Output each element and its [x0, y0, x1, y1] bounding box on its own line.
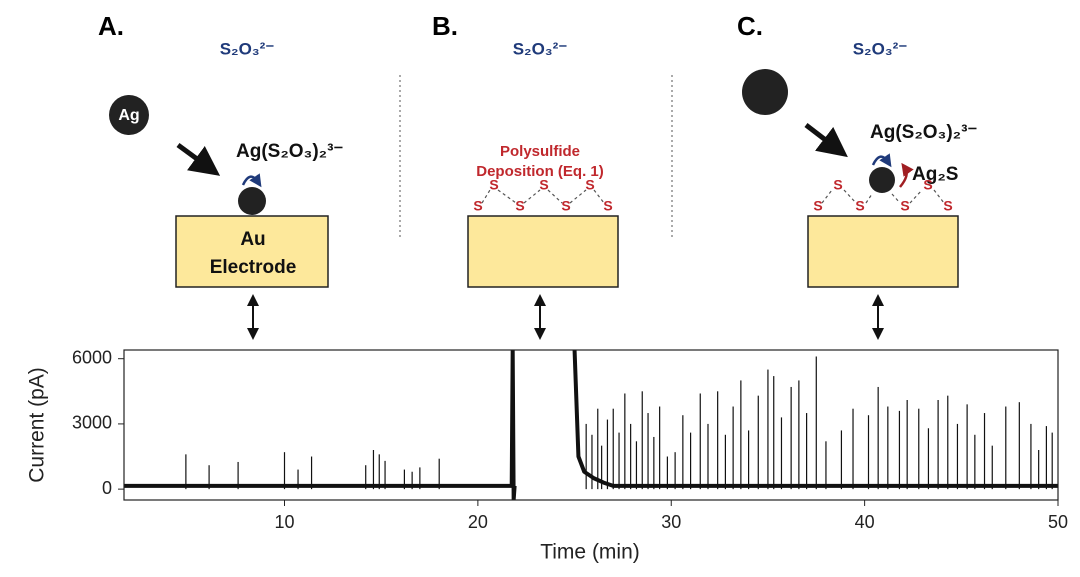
panel-label: A. [98, 11, 124, 41]
complex: Ag(S₂O₃)₂³⁻ [236, 141, 343, 162]
sulfur: S [603, 198, 612, 214]
particle [109, 95, 149, 135]
sulfur: S [539, 177, 548, 193]
curved-arrow [241, 173, 262, 188]
electrode-label: Au [240, 229, 265, 250]
x-tick-label: 40 [855, 512, 875, 532]
panel-label: C. [737, 11, 763, 41]
arrow [176, 142, 221, 176]
x-tick-label: 20 [468, 512, 488, 532]
electrode-label: Electrode [210, 257, 297, 278]
x-axis-label: Time (min) [540, 541, 640, 564]
y-tick-label: 3000 [72, 413, 112, 433]
particle-label: Ag [118, 107, 139, 124]
particle [238, 187, 266, 215]
curved-arrow [899, 162, 914, 188]
y-tick-label: 6000 [72, 347, 112, 367]
note: Deposition (Eq. 1) [476, 163, 604, 180]
sulfur-group: S S S S S S [813, 177, 952, 214]
sulfur: S [489, 177, 498, 193]
sulfur: S [585, 177, 594, 193]
sulfur: S [943, 198, 952, 214]
sulfur: S [855, 198, 864, 214]
sulfur: S [813, 198, 822, 214]
note: Polysulfide [500, 143, 580, 160]
sulfur-group: S S S S S S S [473, 177, 612, 214]
plot-frame [123, 349, 1059, 501]
electrode [807, 215, 959, 288]
electrode [175, 215, 329, 288]
sulfur: S [900, 198, 909, 214]
bonds [821, 189, 945, 204]
curved-arrow [871, 153, 892, 168]
anion: S₂O₃²⁻ [220, 39, 275, 58]
panel-label: B. [432, 11, 458, 41]
anion: S₂O₃²⁻ [853, 39, 908, 58]
particle [742, 69, 788, 115]
arrow [804, 123, 848, 158]
x-tick-label: 50 [1048, 512, 1068, 532]
x-tick-label: 30 [661, 512, 681, 532]
electrode [467, 215, 619, 288]
y-axis-label: Current (pA) [26, 367, 49, 483]
product: Ag₂S [912, 164, 958, 185]
particle [869, 167, 895, 193]
y-tick-label: 0 [102, 478, 112, 498]
x-tick-label: 10 [274, 512, 294, 532]
sulfur: S [515, 198, 524, 214]
sulfur: S [833, 177, 842, 193]
complex: Ag(S₂O₃)₂³⁻ [870, 122, 977, 143]
plot [124, 350, 1058, 500]
anion: S₂O₃²⁻ [513, 39, 568, 58]
bonds [481, 189, 605, 204]
sulfur: S [923, 177, 932, 193]
sulfur: S [473, 198, 482, 214]
trace [124, 350, 1058, 500]
sulfur: S [561, 198, 570, 214]
